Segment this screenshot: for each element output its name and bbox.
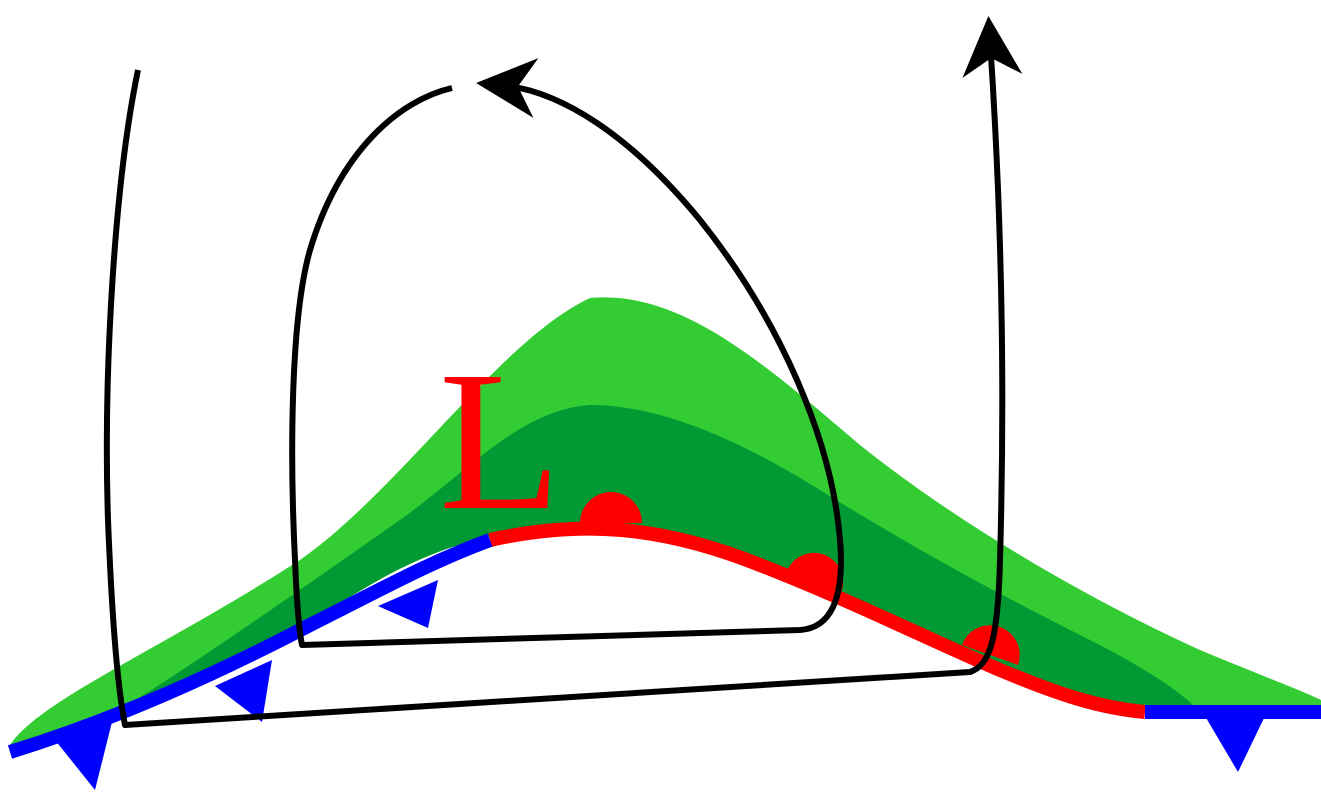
warm-front-semicircle (580, 492, 642, 523)
cold-front-triangle (1205, 716, 1265, 772)
airflow-inner-loop (289, 58, 844, 648)
cold-front-triangle (55, 722, 112, 790)
warm-front-semicircle (786, 552, 844, 590)
low-pressure-label: L (439, 331, 561, 552)
inner-precipitation-band (120, 405, 1200, 720)
cold-front-triangle (378, 580, 438, 628)
cold-front-line (7, 533, 493, 759)
cold-front-triangle (215, 660, 272, 722)
warm-front-line (488, 521, 1146, 719)
airflow-outer-loop (103, 16, 1023, 728)
